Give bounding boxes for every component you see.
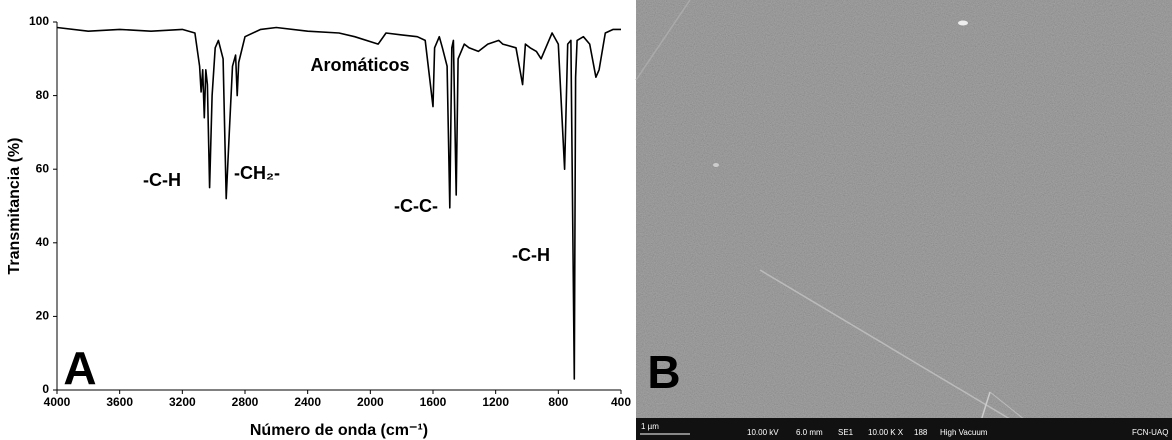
annotation: -C-H bbox=[143, 170, 181, 190]
sem-info-text: 1 µm bbox=[641, 422, 659, 431]
annotation: -C-C- bbox=[394, 196, 438, 216]
annotation: -C-H bbox=[512, 245, 550, 265]
scratch bbox=[759, 269, 1046, 440]
sem-image: B 1 µm 10.00 kV 6.0 mm SE1 10.00 K X 188 High … bbox=[635, 0, 1172, 440]
x-tick-label: 3600 bbox=[106, 395, 133, 409]
sem-info-text: 10.00 K X bbox=[868, 428, 904, 437]
sem-info-text: 6.0 mm bbox=[796, 428, 823, 437]
particle bbox=[958, 20, 968, 26]
x-tick-label: 3200 bbox=[169, 395, 196, 409]
sem-info-text: 10.00 kV bbox=[747, 428, 779, 437]
x-axis-label: Número de onda (cm⁻¹) bbox=[250, 422, 428, 439]
particle bbox=[713, 163, 719, 167]
annotation: Aromáticos bbox=[310, 55, 409, 75]
y-tick-label: 100 bbox=[29, 14, 49, 28]
x-tick-label: 4000 bbox=[44, 395, 71, 409]
x-tick-label: 1200 bbox=[482, 395, 509, 409]
panel-label: A bbox=[63, 342, 96, 394]
annotation: -CH₂- bbox=[234, 163, 280, 183]
x-tick-label: 800 bbox=[548, 395, 568, 409]
sem-info-text: 188 bbox=[914, 428, 928, 437]
scratch bbox=[635, 0, 691, 81]
sem-info-text: FCN-UAQ bbox=[1132, 428, 1168, 437]
y-tick-label: 0 bbox=[42, 382, 49, 396]
spectrum-line bbox=[56, 26, 621, 380]
y-axis-label: Transmitancia (%) bbox=[6, 138, 23, 275]
sem-info-bar bbox=[636, 418, 1172, 440]
x-tick-label: 2400 bbox=[294, 395, 321, 409]
sem-info-text: SE1 bbox=[838, 428, 854, 437]
x-tick-label: 1600 bbox=[420, 395, 447, 409]
panel-label: B bbox=[647, 346, 680, 398]
sem-texture bbox=[636, 0, 1172, 440]
sem-info-text: High Vacuum bbox=[940, 428, 988, 437]
y-tick-label: 80 bbox=[36, 88, 50, 102]
y-tick-label: 20 bbox=[36, 309, 50, 323]
plot: Transmitancia (%) Número de onda (cm⁻¹) … bbox=[6, 14, 631, 439]
x-tick-label: 2800 bbox=[232, 395, 259, 409]
x-tick-label: 2000 bbox=[357, 395, 384, 409]
x-tick-label: 400 bbox=[611, 395, 631, 409]
y-tick-label: 60 bbox=[36, 161, 50, 175]
y-tick-label: 40 bbox=[36, 235, 50, 249]
